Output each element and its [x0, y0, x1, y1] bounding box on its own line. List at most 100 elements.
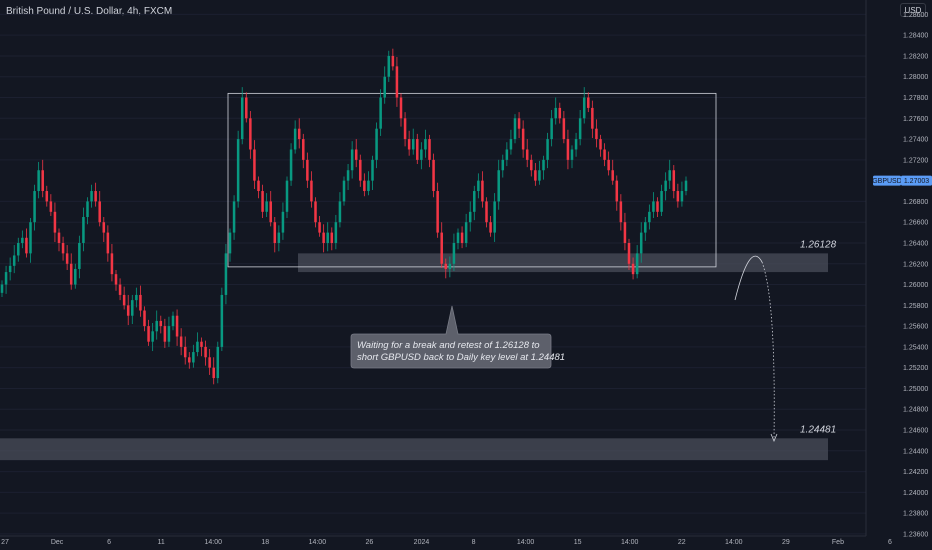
candle-body — [468, 211, 472, 223]
candle-body — [363, 180, 366, 192]
candle-body — [525, 149, 529, 160]
candle-body — [411, 139, 415, 150]
candle-body — [118, 284, 122, 295]
time-tick-label: 6 — [107, 539, 111, 546]
candle-body — [151, 331, 154, 342]
candle-body — [289, 149, 293, 181]
candle-body — [416, 139, 419, 160]
candle-body — [440, 232, 443, 264]
key-level-zone[interactable] — [0, 438, 828, 461]
price-tick-label: 1.28200 — [903, 53, 928, 60]
candle-body — [310, 180, 313, 202]
candle-body — [566, 139, 570, 160]
candle-body — [21, 237, 24, 243]
candle-body — [110, 253, 114, 275]
candle-body — [273, 222, 277, 243]
range-box[interactable] — [227, 92, 717, 268]
price-tick-label: 1.26600 — [903, 220, 928, 227]
candle-body — [477, 180, 480, 192]
candle-body — [285, 180, 289, 212]
annotation-line-1: Waiting for a break and retest of 1.2612… — [357, 340, 540, 351]
candle-body — [501, 159, 505, 171]
candle-body — [240, 97, 244, 140]
zone-price-label: 1.26128 — [800, 239, 837, 250]
candle-body — [135, 294, 138, 301]
candle-body — [65, 253, 69, 264]
candle-body — [599, 139, 602, 150]
candle-body — [0, 284, 4, 293]
projection-arc — [734, 255, 763, 301]
candle-body — [106, 232, 110, 254]
candle-body — [611, 170, 614, 181]
candle-body — [350, 149, 354, 171]
candle-body — [220, 294, 224, 347]
price-tick-label: 1.23800 — [903, 511, 928, 518]
price-tick-label: 1.25000 — [903, 386, 928, 393]
candle-body — [359, 159, 362, 181]
candle-body — [139, 294, 142, 311]
candle-body — [61, 242, 65, 254]
candle-body — [354, 149, 358, 160]
candle-body — [403, 118, 407, 140]
time-tick-label: Feb — [832, 539, 844, 546]
time-tick-label: 6 — [888, 539, 892, 546]
candle-body — [513, 118, 517, 140]
candle-body — [367, 180, 370, 192]
candle-body — [587, 97, 590, 108]
current-price-label: 1.27003 — [904, 178, 929, 185]
annotation-callout[interactable]: Waiting for a break and retest of 1.2612… — [350, 305, 565, 369]
currency-button[interactable]: USD — [900, 3, 926, 17]
candle-body — [147, 326, 150, 342]
candle-body — [57, 232, 61, 243]
candle-body — [424, 139, 427, 150]
candle-body — [302, 139, 305, 160]
candle-body — [183, 346, 187, 358]
candle-body — [656, 201, 659, 212]
candle-body — [505, 149, 509, 160]
candle-body — [485, 201, 488, 223]
candle-body — [684, 180, 688, 192]
price-tick-label: 1.24800 — [903, 407, 928, 414]
candle-body — [395, 66, 399, 98]
candle-body — [595, 128, 598, 140]
candle-body — [322, 232, 325, 243]
candle-body — [627, 242, 631, 264]
candle-body — [578, 118, 582, 140]
candle-body — [530, 159, 533, 171]
candle-body — [293, 128, 297, 150]
price-tick-label: 1.25200 — [903, 365, 928, 372]
projection-arrow[interactable] — [734, 255, 778, 443]
candle-body — [188, 357, 191, 363]
candle-body — [212, 367, 215, 379]
price-tick-label: 1.27800 — [903, 95, 928, 102]
time-tick-label: 11 — [158, 539, 165, 546]
price-tick-label: 1.24600 — [903, 428, 928, 435]
price-tick-label: 1.28000 — [903, 74, 928, 81]
candle-body — [342, 180, 346, 202]
annotation-line-2: short GBPUSD back to Daily key level at … — [357, 352, 565, 363]
candle-body — [334, 222, 338, 243]
time-tick-label: 29 — [782, 539, 790, 546]
candle-body — [253, 149, 256, 181]
candle-body — [45, 191, 49, 202]
key-level-zone[interactable] — [298, 253, 828, 273]
candle-body — [562, 118, 566, 140]
candle-body — [78, 242, 81, 269]
price-tick-label: 1.26000 — [903, 282, 928, 289]
symbol-title: British Pound / U.S. Dollar, 4h, FXCM — [6, 6, 173, 17]
candle-body — [489, 222, 492, 233]
candle-body — [338, 201, 342, 223]
candle-body — [196, 341, 199, 353]
candle-body — [249, 118, 252, 150]
price-tick-label: 1.23600 — [903, 531, 928, 538]
candle-body — [33, 191, 36, 223]
candle-body — [558, 107, 562, 119]
candle-body — [236, 139, 240, 202]
candle-body — [574, 139, 578, 150]
projection-drop — [761, 261, 775, 439]
candle-body — [8, 265, 12, 273]
candle-body — [387, 55, 391, 77]
candle-body — [383, 76, 386, 98]
candle-body — [179, 336, 183, 347]
